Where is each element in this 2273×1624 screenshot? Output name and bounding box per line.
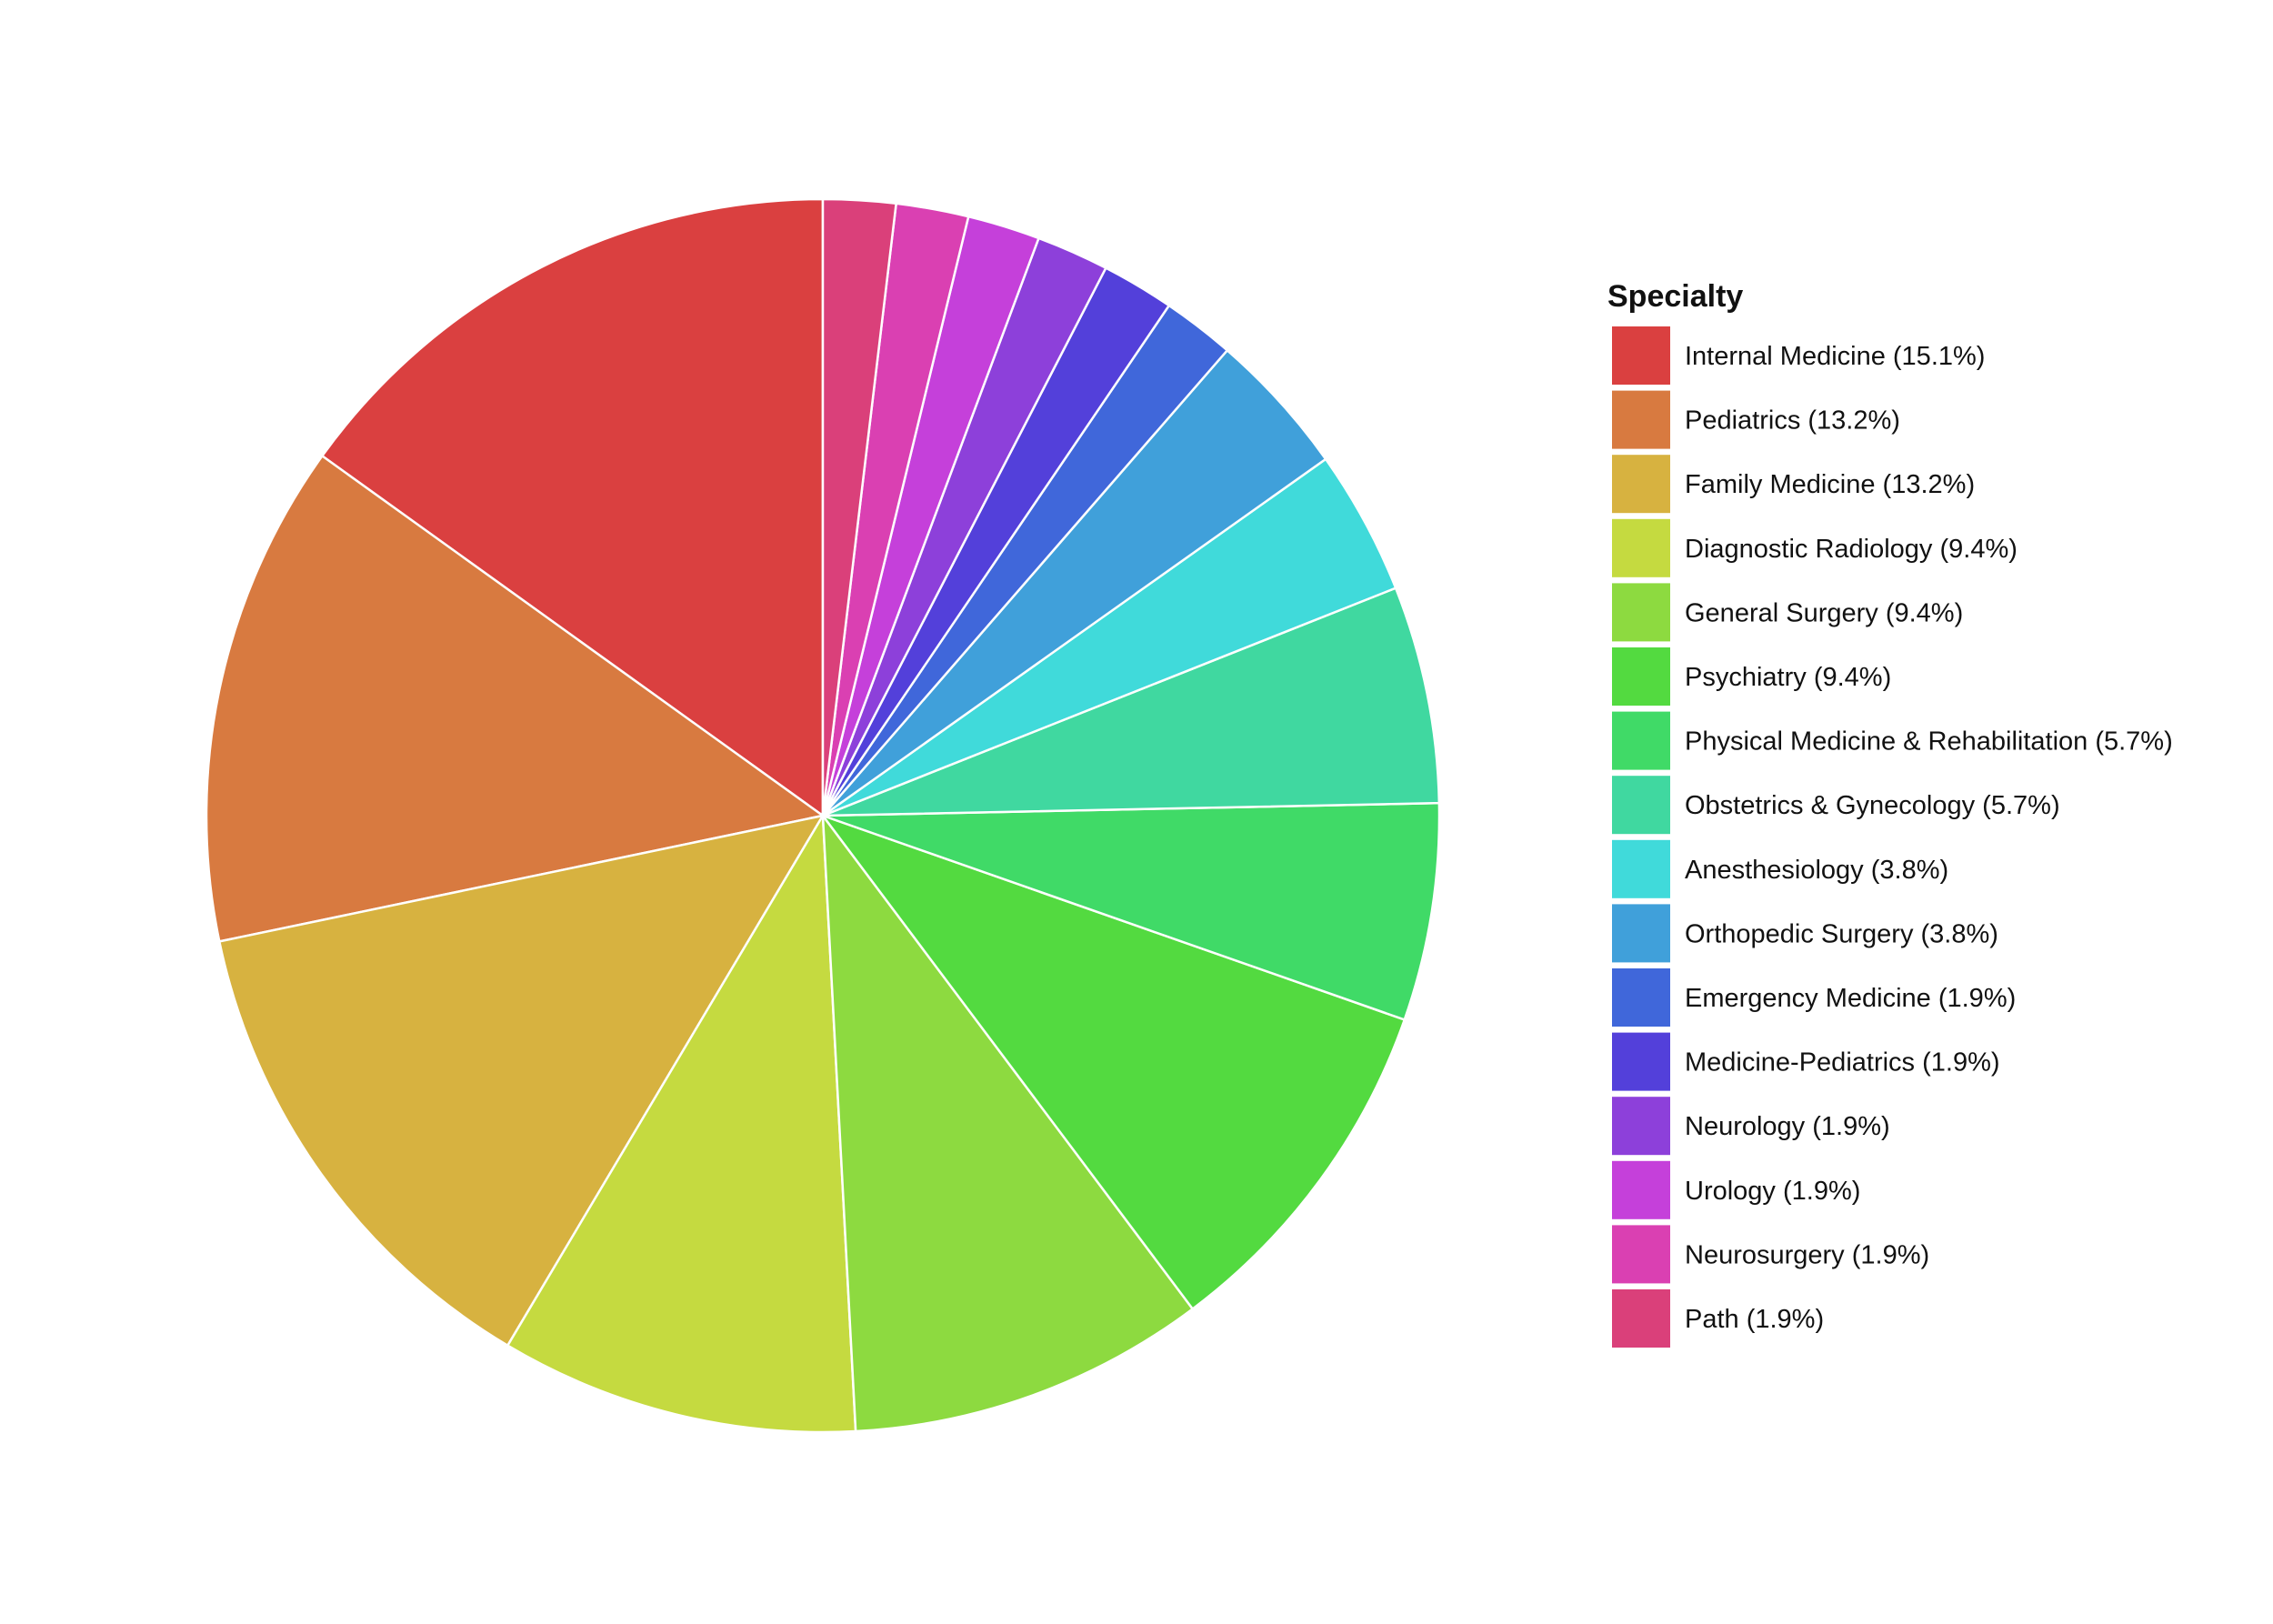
legend-label: Neurology (1.9%): [1685, 1112, 1890, 1141]
pie-slice: [506, 811, 857, 1434]
legend-label: Family Medicine (13.2%): [1685, 470, 1975, 499]
pie-slice: [822, 586, 1441, 817]
legend-label: Medicine-Pediatrics (1.9%): [1685, 1048, 2000, 1078]
legend-label: Orthopedic Surgery (3.8%): [1685, 919, 1998, 948]
legend-swatch: [1612, 1097, 1670, 1156]
pie-slice: [821, 811, 1195, 1433]
legend-label: Physical Medicine & Rehabilitation (5.7%…: [1685, 727, 2173, 757]
pie-slice: [217, 814, 826, 1348]
pie-slice: [821, 197, 898, 817]
legend-title: Specialty: [1607, 279, 1743, 314]
legend-label: Urology (1.9%): [1685, 1177, 1860, 1206]
legend-label: Psychiatry (9.4%): [1685, 663, 1891, 692]
legend-swatch: [1612, 1032, 1670, 1091]
legend-items: Internal Medicine (15.1%) Pediatrics (13.…: [1612, 326, 2173, 1348]
legend-label: Emergency Medicine (1.9%): [1685, 984, 2016, 1013]
legend-swatch: [1612, 455, 1670, 514]
pie-slice: [819, 813, 1407, 1311]
legend-swatch: [1612, 711, 1670, 770]
legend-swatch: [1612, 839, 1670, 898]
legend-swatch: [1612, 1160, 1670, 1219]
legend-swatch: [1612, 1289, 1670, 1348]
legend-swatch: [1612, 776, 1670, 835]
legend-swatch: [1612, 583, 1670, 642]
pie-slices: [205, 197, 1441, 1434]
legend-label: Obstetrics & Gynecology (5.7%): [1685, 791, 2060, 820]
legend-label: Neurosurgery (1.9%): [1685, 1240, 1929, 1269]
legend-label: General Surgery (9.4%): [1685, 598, 1963, 627]
legend-swatch: [1612, 390, 1670, 449]
pie-slice: [320, 197, 825, 818]
legend-swatch: [1612, 518, 1670, 577]
legend-label: Diagnostic Radiology (9.4%): [1685, 535, 2018, 564]
legend-label: Path (1.9%): [1685, 1305, 1824, 1334]
legend-swatch: [1612, 904, 1670, 963]
legend-swatch: [1612, 647, 1670, 706]
legend-label: Anesthesiology (3.8%): [1685, 856, 1948, 885]
legend: Specialty Internal Medicine (15.1%) Pedia…: [1607, 279, 2173, 1348]
legend-swatch: [1612, 326, 1670, 385]
legend-label: Internal Medicine (15.1%): [1685, 342, 1985, 371]
legend-swatch: [1612, 1225, 1670, 1284]
pie-slice: [205, 454, 826, 943]
legend-swatch: [1612, 968, 1670, 1027]
pie-slice: [822, 801, 1441, 1022]
legend-label: Pediatrics (13.2%): [1685, 406, 1900, 436]
